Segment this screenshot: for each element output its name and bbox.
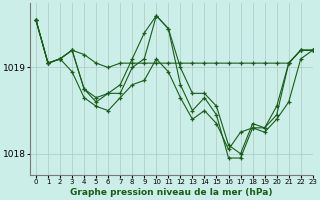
X-axis label: Graphe pression niveau de la mer (hPa): Graphe pression niveau de la mer (hPa) — [70, 188, 273, 197]
